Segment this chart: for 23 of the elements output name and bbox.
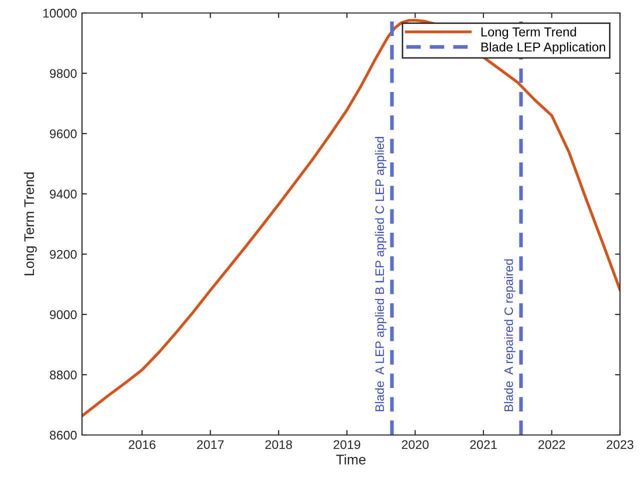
- y-tick-label: 8600: [50, 430, 77, 440]
- y-tick-label: 10000: [43, 8, 77, 18]
- x-tick-label: 2018: [265, 440, 292, 450]
- x-tick-label: 2021: [470, 440, 497, 450]
- y-tick-label: 9400: [50, 190, 77, 199]
- x-tick-label: 2017: [197, 440, 224, 450]
- x-tick-label: 2020: [402, 440, 429, 450]
- x-tick-label: 2019: [334, 440, 360, 450]
- x-tick-label: 2022: [538, 440, 566, 450]
- y-axis-title: Long Term Trend: [24, 172, 37, 276]
- legend-label: Long Term Trend: [481, 27, 576, 39]
- y-tick-label: 9600: [50, 129, 77, 138]
- y-tick-label: 9200: [50, 250, 77, 259]
- y-tick-label: 9800: [50, 69, 77, 78]
- y-tick-label: 9000: [50, 310, 77, 320]
- x-axis-title: Time: [336, 454, 366, 464]
- annotation: Blade A LEP applied B LEP applied C LEP applied: [375, 136, 386, 412]
- line-series: [82, 18, 620, 418]
- annotation: Blade A repaired C repaired: [504, 259, 516, 412]
- x-tick-label: 2016: [128, 440, 156, 450]
- x-tick-label: 2023: [606, 440, 634, 450]
- legend-label: Blade LEP Application: [481, 42, 606, 54]
- y-tick-label: 8800: [50, 370, 77, 380]
